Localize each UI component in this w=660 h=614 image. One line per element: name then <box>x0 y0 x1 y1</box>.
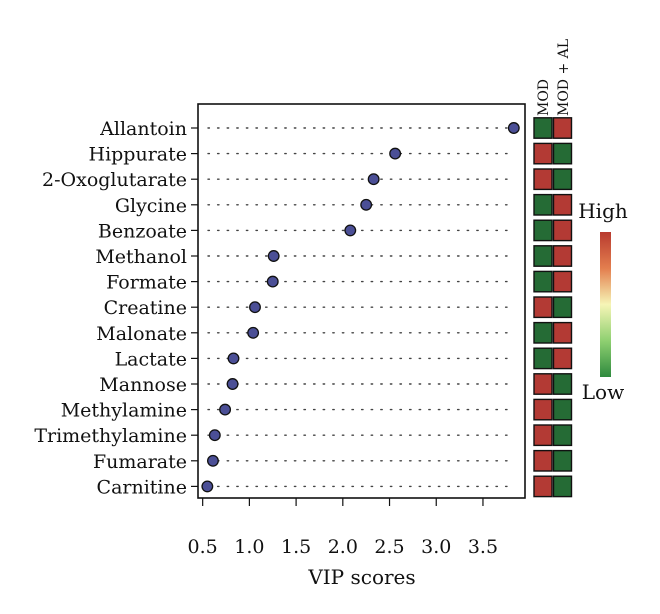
category-label: Methylamine <box>61 400 187 422</box>
heatmap-cell <box>533 219 553 242</box>
heatmap-cell <box>533 117 553 139</box>
heatmap-cell <box>552 270 573 293</box>
heatmap-cell <box>533 142 553 165</box>
heatmap-cell <box>552 475 573 498</box>
x-tick-label: 1.0 <box>234 536 264 558</box>
vip-point <box>266 275 279 288</box>
legend-color-scale <box>600 232 611 377</box>
heatmap-cell <box>533 296 553 319</box>
x-tick-label: 3.0 <box>421 536 451 558</box>
vip-point <box>249 301 261 314</box>
category-label: Carnitine <box>97 476 187 498</box>
heatmap-cell <box>552 168 573 191</box>
heatmap-cell <box>552 449 573 472</box>
heatmap-cell <box>552 347 573 370</box>
category-label: Fumarate <box>93 451 187 473</box>
category-label: 2-Oxoglutarate <box>42 169 187 191</box>
vip-point <box>226 378 239 390</box>
heatmap-cell <box>533 424 553 447</box>
x-axis-label: VIP scores <box>307 565 415 589</box>
legend-high-label: High <box>578 199 628 223</box>
vip-point <box>267 250 280 262</box>
x-tick-label: 0.5 <box>188 536 218 558</box>
heatmap-cell <box>533 245 553 267</box>
category-label: Lactate <box>115 348 187 370</box>
category-label: Glycine <box>115 195 187 217</box>
heatmap-cell <box>552 373 573 395</box>
plot-frame <box>197 103 526 499</box>
heatmap-cell <box>552 424 573 447</box>
heatmap-cell <box>533 168 553 191</box>
heatmap-cell <box>552 296 573 319</box>
vip-point <box>206 454 219 467</box>
vip-point <box>219 403 232 416</box>
x-tick-label: 1.5 <box>281 536 311 558</box>
vip-point <box>507 122 520 134</box>
category-label: Benzoate <box>98 220 187 242</box>
heatmap-cell <box>552 398 573 421</box>
heatmap-cell <box>552 321 573 344</box>
heatmap-cell <box>552 245 573 267</box>
heatmap-cell <box>533 347 553 370</box>
category-label: Hippurate <box>89 144 188 166</box>
heatmap-cell <box>533 398 553 421</box>
vip-point <box>344 224 357 237</box>
heatmap-cell <box>552 142 573 165</box>
vip-point <box>367 173 380 186</box>
vip-point <box>360 198 373 211</box>
legend-low-label: Low <box>582 380 624 404</box>
vip-point <box>247 326 260 339</box>
vip-point <box>201 480 214 493</box>
category-label: Methanol <box>95 246 187 268</box>
heatmap-cell <box>533 193 553 216</box>
heatmap-cell <box>552 193 573 216</box>
heatmap-cell <box>552 117 573 139</box>
x-tick-label: 2.5 <box>374 536 404 558</box>
heatmap-cell <box>533 321 553 344</box>
heatmap-cell <box>552 219 573 242</box>
vip-point <box>389 147 402 160</box>
vip-point <box>208 429 221 442</box>
heatmap-cell <box>533 449 553 472</box>
vip-point <box>227 352 240 365</box>
heatmap-cell <box>533 270 553 293</box>
x-tick-label: 2.0 <box>328 536 358 558</box>
heatmap-cell <box>533 475 553 498</box>
category-label: Creatine <box>104 297 187 319</box>
category-label: Mannose <box>99 374 187 396</box>
category-label: Allantoin <box>99 118 187 140</box>
x-tick-label: 3.5 <box>468 536 498 558</box>
heatmap-column-label: MOD <box>536 79 552 116</box>
category-label: Trimethylamine <box>34 425 187 447</box>
category-label: Formate <box>106 272 187 294</box>
heatmap-cell <box>533 373 553 395</box>
heatmap-column-label: MOD + AL <box>556 39 572 116</box>
category-label: Malonate <box>96 323 187 345</box>
